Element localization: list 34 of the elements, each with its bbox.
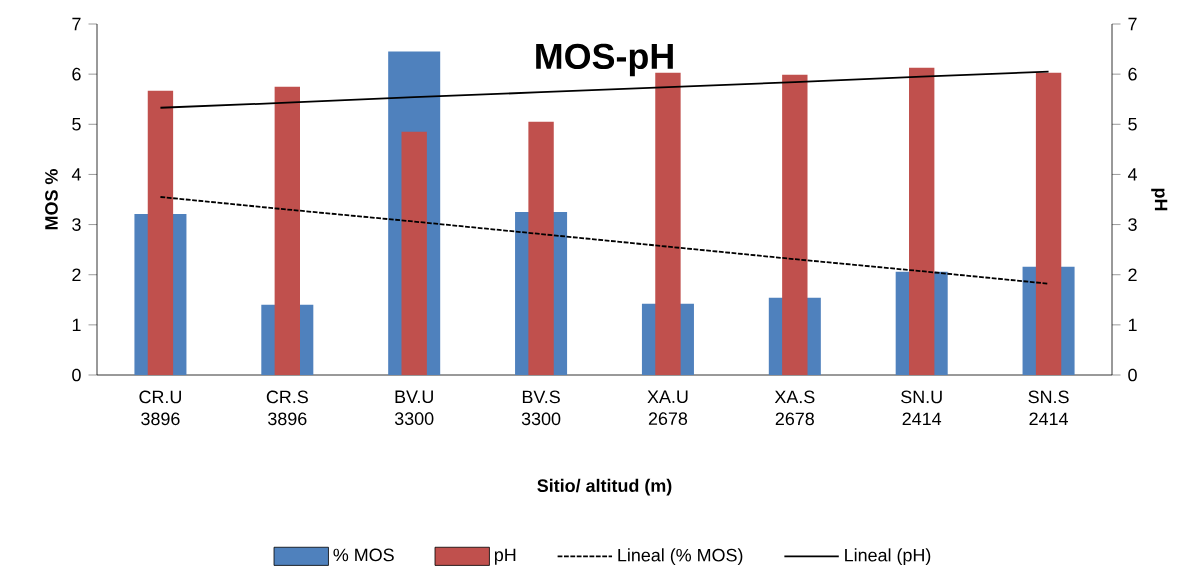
y2-tick-label: 0 bbox=[1128, 368, 1137, 382]
y2-tick-label: 7 bbox=[1128, 17, 1137, 31]
x-axis-title: Sitio/ altitud (m) bbox=[537, 478, 672, 496]
y2-tick-label: 5 bbox=[1128, 118, 1137, 131]
y-tick-label: 6 bbox=[72, 67, 81, 81]
x-tick-label: SN.U 2414 bbox=[901, 390, 942, 425]
bar bbox=[401, 131, 427, 375]
x-tick-label: CR.S 3896 bbox=[266, 390, 308, 426]
x-tick-label: XA.S 2678 bbox=[774, 390, 815, 426]
line-series bbox=[159, 196, 1050, 285]
y2-tick-label: 3 bbox=[1128, 218, 1137, 231]
y2-tick-label: 6 bbox=[1128, 67, 1137, 81]
y2-axis-title: pH bbox=[1151, 188, 1168, 211]
x-tick-label: BV.U 3300 bbox=[394, 390, 434, 425]
y2-tick-label: 4 bbox=[1127, 168, 1137, 181]
legend-label: pH bbox=[494, 548, 516, 565]
x-tick-label: XA.U 2678 bbox=[647, 390, 688, 425]
y-axis-title: MOS % bbox=[45, 169, 58, 230]
legend-label: % MOS bbox=[333, 548, 394, 562]
x-tick-label: BV.S 3300 bbox=[521, 390, 561, 426]
y2-tick-label: 1 bbox=[1128, 318, 1137, 332]
x-tick-label: CR.U 3896 bbox=[139, 390, 181, 426]
y-tick-label: 4 bbox=[71, 168, 81, 181]
legend-label: Lineal (pH) bbox=[845, 548, 931, 566]
y-tick-label: 3 bbox=[72, 218, 81, 231]
y-tick-label: 0 bbox=[72, 368, 81, 382]
legend-label: Lineal (% MOS) bbox=[618, 548, 743, 566]
x-tick-label: SN.S 2414 bbox=[1028, 390, 1069, 425]
y-tick-label: 2 bbox=[72, 268, 81, 281]
text: MOS-pH bbox=[536, 43, 673, 77]
y2-tick-label: 2 bbox=[1128, 268, 1137, 281]
y-tick-label: 5 bbox=[72, 118, 81, 131]
y-tick-label: 7 bbox=[72, 17, 81, 31]
y-tick-label: 1 bbox=[72, 318, 81, 332]
